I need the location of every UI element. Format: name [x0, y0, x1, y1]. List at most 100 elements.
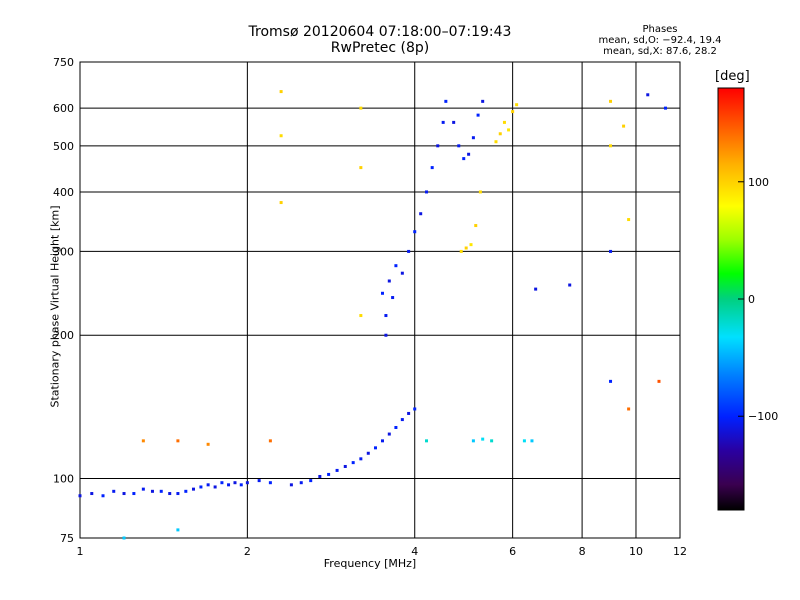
- data-point: [609, 144, 613, 148]
- data-point: [481, 437, 485, 441]
- colorbar-tick-label: 0: [748, 293, 755, 306]
- data-point: [394, 264, 398, 268]
- y-tick-label: 600: [53, 102, 74, 115]
- data-point: [206, 442, 210, 446]
- data-point: [522, 439, 526, 443]
- data-point: [387, 279, 391, 283]
- data-point: [380, 291, 384, 295]
- data-point: [141, 439, 145, 443]
- data-point: [476, 113, 480, 117]
- data-point: [474, 224, 478, 228]
- y-tick-label: 300: [53, 245, 74, 258]
- data-point: [268, 439, 272, 443]
- data-point: [391, 296, 395, 300]
- data-point: [159, 489, 163, 493]
- y-axis-ticks: 75 100 200 300 400 500 600 750: [53, 56, 74, 545]
- data-point: [384, 333, 388, 337]
- y-tick-label: 750: [53, 56, 74, 69]
- x-tick-label: 6: [509, 545, 516, 558]
- data-point: [206, 483, 210, 487]
- data-point: [122, 492, 126, 496]
- data-point: [141, 487, 145, 491]
- data-point: [481, 99, 485, 103]
- data-point: [176, 439, 180, 443]
- data-point: [498, 132, 502, 136]
- data-point: [233, 481, 237, 485]
- data-point: [112, 489, 116, 493]
- x-axis-label: Frequency [MHz]: [323, 557, 417, 570]
- data-point: [471, 439, 475, 443]
- data-point: [90, 492, 94, 496]
- data-point: [359, 457, 363, 461]
- data-point: [279, 90, 283, 94]
- phases-o-stats: mean, sd,O: −92.4, 19.4: [598, 35, 722, 46]
- data-point: [268, 481, 272, 485]
- data-point: [419, 212, 423, 216]
- data-point: [373, 446, 377, 450]
- data-point: [359, 314, 363, 318]
- data-points: [78, 90, 667, 540]
- data-point: [478, 190, 482, 194]
- data-point: [462, 157, 466, 161]
- data-point: [457, 144, 461, 148]
- data-point: [413, 230, 417, 234]
- x-tick-label: 2: [244, 545, 251, 558]
- y-tick-label: 200: [53, 329, 74, 342]
- data-point: [663, 106, 667, 110]
- data-point: [150, 489, 154, 493]
- data-point: [343, 464, 347, 468]
- data-point: [609, 379, 613, 383]
- data-point: [257, 479, 261, 483]
- data-point: [78, 494, 82, 498]
- data-point: [430, 166, 434, 170]
- data-point: [425, 190, 429, 194]
- phases-heading: Phases: [642, 24, 678, 35]
- data-point: [471, 136, 475, 140]
- y-tick-label: 100: [53, 473, 74, 486]
- y-tick-label: 75: [60, 532, 74, 545]
- x-tick-label: 4: [411, 545, 418, 558]
- data-point: [279, 134, 283, 138]
- data-point: [407, 249, 411, 253]
- data-point: [309, 479, 313, 483]
- data-point: [502, 120, 506, 124]
- data-point: [199, 485, 203, 489]
- data-point: [279, 201, 283, 205]
- data-point: [394, 425, 398, 429]
- data-point: [436, 144, 440, 148]
- y-axis-label: Stationary phase Virtual Height [km]: [48, 205, 62, 408]
- data-point: [318, 474, 322, 478]
- data-point: [359, 106, 363, 110]
- data-point: [646, 93, 650, 97]
- data-point: [425, 439, 429, 443]
- data-point: [327, 472, 331, 476]
- grid-lines: [80, 62, 680, 538]
- y-tick-label: 400: [53, 186, 74, 199]
- data-point: [568, 283, 572, 287]
- data-point: [459, 249, 463, 253]
- x-tick-label: 1: [77, 545, 84, 558]
- data-point: [380, 439, 384, 443]
- data-point: [176, 528, 180, 532]
- data-point: [464, 246, 468, 250]
- plot-frame: [79, 61, 681, 539]
- data-point: [400, 418, 404, 422]
- x-tick-label: 8: [579, 545, 586, 558]
- data-point: [289, 483, 293, 487]
- colorbar-unit: [deg]: [715, 69, 750, 84]
- data-point: [469, 243, 473, 247]
- data-point: [359, 166, 363, 170]
- data-point: [609, 99, 613, 103]
- data-point: [366, 451, 370, 455]
- data-point: [351, 461, 355, 465]
- data-point: [101, 494, 105, 498]
- data-point: [176, 492, 180, 496]
- data-point: [191, 487, 195, 491]
- data-point: [530, 439, 534, 443]
- data-point: [220, 481, 224, 485]
- data-point: [441, 120, 445, 124]
- data-point: [239, 483, 243, 487]
- data-point: [299, 481, 303, 485]
- data-point: [657, 379, 661, 383]
